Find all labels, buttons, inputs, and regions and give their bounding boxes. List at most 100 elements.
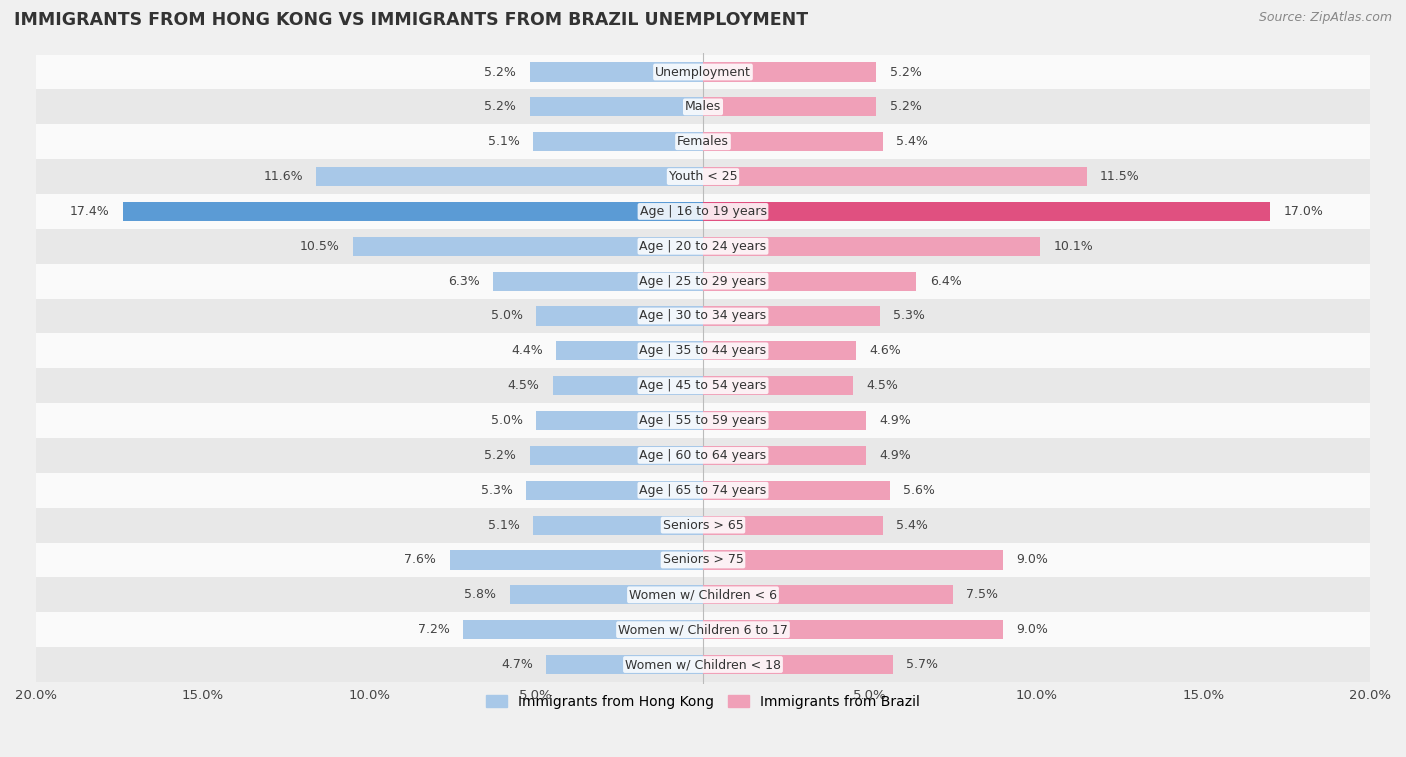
Bar (37, 194, 1369, 229)
Text: 7.5%: 7.5% (966, 588, 998, 601)
Bar (703, 132, 883, 151)
Text: Age | 60 to 64 years: Age | 60 to 64 years (640, 449, 766, 462)
Bar (353, 237, 703, 256)
Bar (553, 376, 703, 395)
Bar (703, 98, 876, 117)
Text: 17.4%: 17.4% (70, 205, 110, 218)
Text: 10.5%: 10.5% (299, 240, 339, 253)
Text: 5.2%: 5.2% (484, 449, 516, 462)
Text: 5.4%: 5.4% (897, 136, 928, 148)
Text: Women w/ Children < 6: Women w/ Children < 6 (628, 588, 778, 601)
Bar (703, 376, 853, 395)
Bar (557, 341, 703, 360)
Text: 5.1%: 5.1% (488, 519, 520, 531)
Text: Women w/ Children < 18: Women w/ Children < 18 (626, 658, 780, 671)
Text: 6.3%: 6.3% (447, 275, 479, 288)
Text: Age | 55 to 59 years: Age | 55 to 59 years (640, 414, 766, 427)
Text: 5.1%: 5.1% (488, 136, 520, 148)
Text: 7.6%: 7.6% (405, 553, 436, 566)
Bar (533, 132, 703, 151)
Bar (463, 620, 703, 639)
Text: 9.0%: 9.0% (1017, 553, 1049, 566)
Text: 5.7%: 5.7% (907, 658, 938, 671)
Bar (494, 272, 703, 291)
Bar (703, 446, 866, 465)
Text: 10.1%: 10.1% (1053, 240, 1092, 253)
Text: 5.0%: 5.0% (491, 310, 523, 322)
Bar (703, 585, 953, 604)
Bar (703, 481, 890, 500)
Text: 6.4%: 6.4% (929, 275, 962, 288)
Text: Age | 45 to 54 years: Age | 45 to 54 years (640, 379, 766, 392)
Text: Males: Males (685, 101, 721, 114)
Text: Source: ZipAtlas.com: Source: ZipAtlas.com (1258, 11, 1392, 24)
Bar (547, 655, 703, 674)
Text: 5.2%: 5.2% (890, 101, 922, 114)
Bar (37, 159, 1369, 194)
Text: 5.8%: 5.8% (464, 588, 496, 601)
Text: Unemployment: Unemployment (655, 66, 751, 79)
Bar (703, 307, 880, 326)
Bar (703, 620, 1002, 639)
Bar (530, 98, 703, 117)
Bar (530, 446, 703, 465)
Text: 4.9%: 4.9% (880, 449, 911, 462)
Text: Age | 20 to 24 years: Age | 20 to 24 years (640, 240, 766, 253)
Text: 5.4%: 5.4% (897, 519, 928, 531)
Bar (509, 585, 703, 604)
Bar (703, 341, 856, 360)
Text: 5.2%: 5.2% (484, 101, 516, 114)
Bar (703, 167, 1087, 186)
Bar (703, 62, 876, 82)
Text: 11.6%: 11.6% (263, 170, 302, 183)
Text: 4.7%: 4.7% (501, 658, 533, 671)
Bar (37, 229, 1369, 263)
Bar (703, 272, 917, 291)
Text: Females: Females (678, 136, 728, 148)
Bar (37, 89, 1369, 124)
Bar (37, 368, 1369, 403)
Bar (703, 516, 883, 534)
Text: Women w/ Children 6 to 17: Women w/ Children 6 to 17 (619, 623, 787, 636)
Text: IMMIGRANTS FROM HONG KONG VS IMMIGRANTS FROM BRAZIL UNEMPLOYMENT: IMMIGRANTS FROM HONG KONG VS IMMIGRANTS … (14, 11, 808, 30)
Text: Seniors > 65: Seniors > 65 (662, 519, 744, 531)
Legend: Immigrants from Hong Kong, Immigrants from Brazil: Immigrants from Hong Kong, Immigrants fr… (481, 690, 925, 715)
Bar (703, 550, 1002, 569)
Text: 4.5%: 4.5% (508, 379, 540, 392)
Bar (37, 543, 1369, 578)
Text: 4.6%: 4.6% (870, 344, 901, 357)
Bar (37, 333, 1369, 368)
Bar (703, 655, 893, 674)
Text: 5.0%: 5.0% (491, 414, 523, 427)
Bar (37, 403, 1369, 438)
Text: 11.5%: 11.5% (1099, 170, 1140, 183)
Bar (37, 55, 1369, 89)
Text: Youth < 25: Youth < 25 (669, 170, 737, 183)
Text: 5.3%: 5.3% (893, 310, 925, 322)
Bar (37, 578, 1369, 612)
Text: Age | 35 to 44 years: Age | 35 to 44 years (640, 344, 766, 357)
Bar (37, 473, 1369, 508)
Bar (37, 508, 1369, 543)
Text: 5.3%: 5.3% (481, 484, 513, 497)
Text: Age | 65 to 74 years: Age | 65 to 74 years (640, 484, 766, 497)
Bar (530, 62, 703, 82)
Bar (703, 202, 1270, 221)
Text: Age | 16 to 19 years: Age | 16 to 19 years (640, 205, 766, 218)
Bar (37, 263, 1369, 298)
Bar (37, 647, 1369, 682)
Bar (37, 438, 1369, 473)
Text: Age | 25 to 29 years: Age | 25 to 29 years (640, 275, 766, 288)
Bar (37, 124, 1369, 159)
Bar (37, 612, 1369, 647)
Text: 9.0%: 9.0% (1017, 623, 1049, 636)
Text: 4.4%: 4.4% (512, 344, 543, 357)
Text: 7.2%: 7.2% (418, 623, 450, 636)
Bar (703, 237, 1040, 256)
Bar (316, 167, 703, 186)
Text: 4.5%: 4.5% (866, 379, 898, 392)
Bar (37, 298, 1369, 333)
Text: Seniors > 75: Seniors > 75 (662, 553, 744, 566)
Bar (450, 550, 703, 569)
Bar (536, 411, 703, 430)
